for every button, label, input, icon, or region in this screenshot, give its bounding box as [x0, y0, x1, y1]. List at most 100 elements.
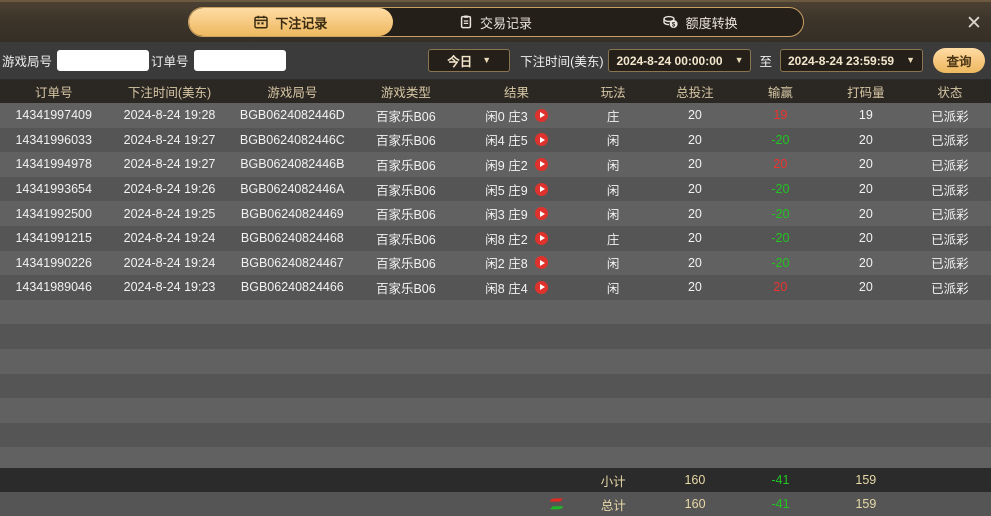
table-row[interactable]: 14341989046 2024-8-24 19:23 BGB06240824466… — [0, 275, 991, 300]
result-inner: 闲9 庄2 — [485, 155, 548, 174]
cell-status: 已派彩 — [931, 232, 969, 247]
cell-bet-time: 2024-8-24 19:24 — [123, 231, 216, 246]
table-row[interactable]: 14341993654 2024-8-24 19:26 BGB0624082446A… — [0, 176, 991, 202]
cell-bet-time: 2024-8-24 19:27 — [123, 157, 216, 172]
cell-status: 已派彩 — [931, 208, 969, 223]
column-header-total-bet: 总投注 — [676, 86, 714, 100]
result-text: 闲3 庄9 — [485, 208, 528, 223]
date-range-separator: 至 — [759, 55, 772, 69]
tab-transaction-records[interactable]: 交易记录 — [393, 8, 598, 36]
tab-group: 下注记录 交易记录 — [187, 7, 804, 37]
cell-game-type: 百家乐B06 — [375, 232, 436, 247]
cell-win-loss: -20 — [771, 206, 790, 221]
game-round-label: 游戏局号 — [2, 55, 53, 69]
column-header-result: 结果 — [503, 86, 529, 100]
filter-bar: 游戏局号 订单号 今日 ▼ 下注时间(美东) 2024-8-24 00:00:0… — [0, 42, 991, 80]
cell-total-bet: 20 — [687, 280, 702, 295]
cell-valid-bet: 20 — [858, 157, 873, 172]
table-row-empty — [0, 373, 991, 399]
play-icon[interactable] — [534, 256, 548, 270]
subtotal-label: 小计 — [600, 474, 626, 489]
play-icon[interactable] — [534, 133, 548, 147]
window-titlebar: 下注记录 交易记录 — [0, 0, 991, 42]
table-row[interactable]: 14341996033 2024-8-24 19:27 BGB0624082446C… — [0, 127, 991, 153]
cell-order-no: 14341991215 — [15, 231, 92, 246]
cell-game-type: 百家乐B06 — [375, 281, 436, 296]
cell-total-bet: 20 — [687, 132, 702, 147]
date-from-picker[interactable]: 2024-8-24 00:00:00 ▼ — [608, 49, 752, 72]
date-to-picker[interactable]: 2024-8-24 23:59:59 ▼ — [780, 49, 923, 72]
cell-game-round: BGB06240824468 — [240, 231, 344, 246]
cell-result: 闲9 庄2 — [459, 155, 575, 174]
play-icon[interactable] — [534, 207, 548, 221]
table-row[interactable]: 14341990226 2024-8-24 19:24 BGB06240824467… — [0, 250, 991, 276]
order-no-label: 订单号 — [151, 55, 189, 69]
cell-play-type: 庄 — [606, 109, 620, 124]
column-header-valid-bet: 打码量 — [847, 86, 885, 100]
tab-bet-records[interactable]: 下注记录 — [188, 8, 394, 36]
cell-win-loss: 20 — [773, 280, 788, 295]
play-icon[interactable] — [534, 280, 548, 294]
cell-game-type: 百家乐B06 — [375, 183, 436, 198]
cell-bet-time: 2024-8-24 19:23 — [123, 280, 216, 295]
cell-result: 闲0 庄3 — [459, 106, 575, 125]
cell-game-type: 百家乐B06 — [375, 208, 436, 223]
table-row[interactable]: 14341991215 2024-8-24 19:24 BGB06240824468… — [0, 225, 991, 251]
cell-order-no: 14341996033 — [15, 132, 92, 147]
cell-bet-time: 2024-8-24 19:27 — [123, 132, 216, 147]
cell-valid-bet: 20 — [858, 280, 873, 295]
cell-win-loss: -20 — [771, 132, 790, 147]
column-header-status: 状态 — [937, 86, 963, 100]
cell-play-type: 闲 — [606, 281, 620, 296]
cell-bet-time: 2024-8-24 19:25 — [123, 206, 216, 221]
table-row-empty — [0, 299, 991, 325]
period-select[interactable]: 今日 ▼ — [428, 49, 511, 72]
play-icon[interactable] — [534, 231, 548, 245]
bet-time-label: 下注时间(美东) — [520, 55, 604, 69]
cell-win-loss: -20 — [771, 182, 790, 197]
cell-win-loss: 20 — [773, 157, 788, 172]
tab-credit-transfer[interactable]: $ 额度转换 — [598, 8, 803, 36]
cell-game-round: BGB06240824466 — [240, 280, 344, 295]
period-select-value: 今日 — [447, 55, 473, 69]
cell-result: 闲4 庄5 — [459, 130, 575, 149]
cell-status: 已派彩 — [931, 158, 969, 173]
play-icon[interactable] — [534, 157, 548, 171]
table-row[interactable]: 14341992500 2024-8-24 19:25 BGB06240824469… — [0, 201, 991, 226]
cell-win-loss: -20 — [771, 255, 790, 270]
query-button[interactable]: 查询 — [933, 48, 985, 73]
clipboard-icon — [459, 15, 473, 29]
cell-status: 已派彩 — [931, 183, 969, 198]
cell-total-bet: 20 — [687, 108, 702, 123]
close-icon[interactable]: ✕ — [966, 12, 982, 34]
column-header-bet-time: 下注时间(美东) — [127, 86, 212, 100]
total-row: 总计 160 -41 159 — [0, 492, 991, 516]
bet-records-table: 订单号 下注时间(美东) 游戏局号 游戏类型 结果 玩法 总投注 输赢 打码量 … — [0, 80, 991, 516]
date-from-value: 2024-8-24 00:00:00 — [616, 53, 723, 68]
table-header-row: 订单号 下注时间(美东) 游戏局号 游戏类型 结果 玩法 总投注 输赢 打码量 … — [0, 80, 991, 103]
cell-win-loss: 19 — [773, 108, 788, 123]
result-text: 闲8 庄4 — [485, 281, 528, 296]
play-icon[interactable] — [534, 182, 548, 196]
tab-label: 交易记录 — [480, 15, 533, 31]
cell-status: 已派彩 — [931, 109, 969, 124]
result-inner: 闲2 庄8 — [485, 253, 548, 272]
cell-play-type: 闲 — [606, 158, 620, 173]
cell-status: 已派彩 — [931, 257, 969, 272]
cell-status: 已派彩 — [931, 281, 969, 296]
table-row[interactable]: 14341994978 2024-8-24 19:27 BGB0624082446B… — [0, 152, 991, 177]
play-icon[interactable] — [534, 108, 548, 122]
swap-arrows-icon[interactable] — [548, 497, 565, 511]
order-no-input[interactable] — [193, 50, 286, 71]
cell-result: 闲8 庄2 — [459, 229, 575, 248]
cell-game-round: BGB06240824467 — [240, 255, 344, 270]
table-row-empty — [0, 398, 991, 423]
total-valid-bet: 159 — [855, 497, 877, 511]
result-text: 闲4 庄5 — [485, 134, 528, 149]
chevron-down-icon: ▼ — [906, 55, 915, 65]
game-round-input[interactable] — [57, 50, 150, 71]
table-row[interactable]: 14341997409 2024-8-24 19:28 BGB0624082446D… — [0, 103, 991, 128]
tab-label: 下注记录 — [275, 15, 328, 31]
cell-total-bet: 20 — [687, 182, 702, 197]
result-inner: 闲0 庄3 — [485, 106, 548, 125]
